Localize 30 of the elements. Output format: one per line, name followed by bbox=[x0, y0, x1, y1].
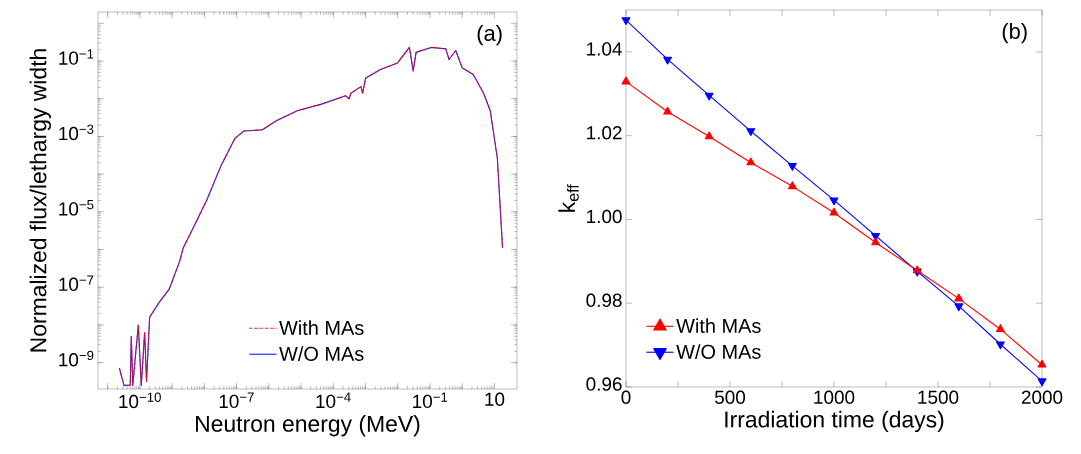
x-axis-title: Irradiation time (days) bbox=[725, 410, 944, 433]
y-axis-title: Normalized flux/lethargy width bbox=[29, 49, 51, 352]
x-tick-label: 10$^{−10}$ bbox=[119, 392, 161, 409]
x-tick-label: 10$^{−1}$ bbox=[413, 392, 448, 409]
y-tick-label: 1.00 bbox=[587, 209, 622, 224]
y-tick-label: 10$^{−3}$ bbox=[59, 124, 94, 141]
annotation: (a) bbox=[477, 24, 502, 46]
y-tick-label: 10$^{−9}$ bbox=[59, 350, 94, 367]
y-tick-label: 10$^{−5}$ bbox=[59, 200, 94, 216]
y-tick-label: 0.96 bbox=[586, 377, 622, 391]
y-tick-label: 10$^{−1}$ bbox=[59, 49, 94, 65]
x-tick-label: 10 bbox=[485, 392, 505, 406]
y-axis-title: k$_{eff}$ bbox=[558, 184, 579, 212]
annotation: (b) bbox=[1002, 22, 1027, 44]
y-tick-label: 1.04 bbox=[587, 42, 622, 56]
x-tick-label: 10$^{−7}$ bbox=[219, 392, 254, 409]
legend-label: With MAs bbox=[676, 318, 761, 333]
x-tick-label: 2000 bbox=[1021, 390, 1063, 404]
legend-label: W/O MAs bbox=[279, 346, 364, 361]
x-tick-label: 0 bbox=[621, 390, 631, 404]
x-tick-label: 10$^{−4}$ bbox=[316, 392, 351, 409]
y-tick-label: 0.98 bbox=[586, 293, 622, 307]
legend-label: W/O MAs bbox=[676, 344, 761, 359]
x-tick-label: 1500 bbox=[918, 390, 959, 404]
x-tick-label: 500 bbox=[714, 390, 746, 404]
x-axis-title: Neutron energy (MeV) bbox=[196, 415, 420, 437]
x-tick-label: 1000 bbox=[814, 390, 855, 404]
y-tick-label: 1.02 bbox=[587, 126, 622, 140]
legend-label: With MAs bbox=[279, 320, 364, 335]
y-tick-label: 10$^{−7}$ bbox=[59, 275, 94, 292]
